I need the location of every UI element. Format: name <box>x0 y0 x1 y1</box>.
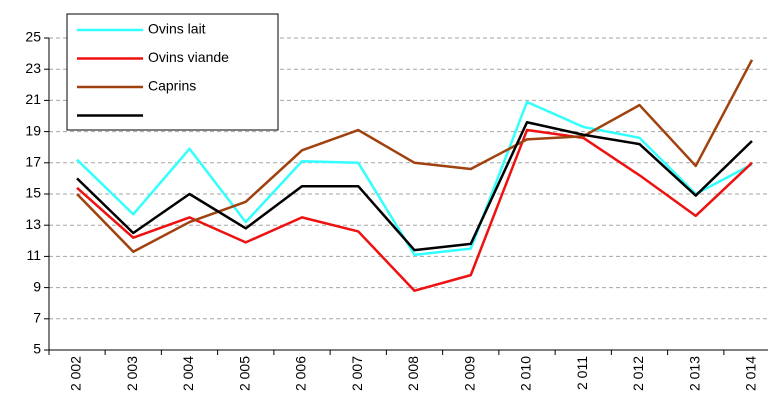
series-line <box>76 59 754 253</box>
x-tick-label: 2 004 <box>180 356 196 391</box>
x-tick-label: 2 002 <box>68 356 84 391</box>
series-line <box>76 128 753 292</box>
y-tick-label: 15 <box>25 185 41 201</box>
y-tick-label: 11 <box>26 247 41 263</box>
x-tick-label: 2 003 <box>124 356 140 391</box>
x-tick-label: 2 010 <box>518 356 534 391</box>
y-tick-label: 23 <box>25 60 41 76</box>
x-tick-label: 2 012 <box>630 356 646 391</box>
y-tick-label: 13 <box>25 216 41 232</box>
y-tick-label: 19 <box>25 122 41 138</box>
legend-box <box>66 13 279 131</box>
x-tick-label: 2 013 <box>686 356 702 391</box>
series-line <box>76 120 753 252</box>
y-tick-label: 9 <box>33 278 41 294</box>
x-tick-label: 2 014 <box>743 356 759 391</box>
x-tick-label: 2 011 <box>574 356 590 390</box>
y-tick-label: 25 <box>25 29 41 45</box>
x-tick-label: 2 007 <box>349 356 365 391</box>
x-tick-label: 2 008 <box>405 356 421 391</box>
x-tick-label: 2 005 <box>236 356 252 391</box>
y-tick-label: 5 <box>33 341 41 357</box>
legend-label: Caprins <box>148 78 196 94</box>
legend-label: Ovins lait <box>148 21 206 37</box>
y-tick-label: 7 <box>33 310 41 326</box>
y-tick-label: 21 <box>25 91 41 107</box>
legend-label: Ovins viande <box>148 49 229 65</box>
x-tick-label: 2 006 <box>293 356 309 391</box>
y-tick-label: 17 <box>25 154 41 170</box>
series-line <box>76 100 753 257</box>
x-tick-label: 2 009 <box>461 356 477 391</box>
